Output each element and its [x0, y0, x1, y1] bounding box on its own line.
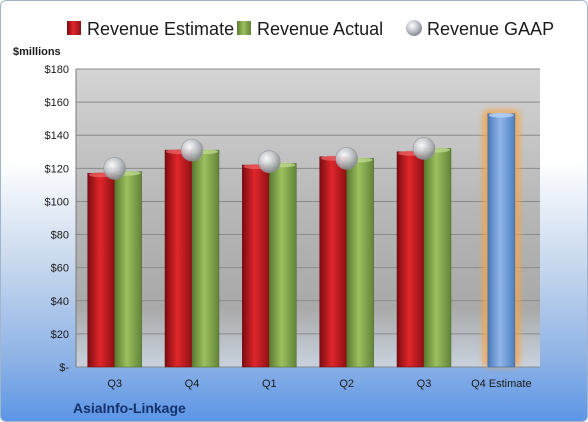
y-axis-ticks: $- $20 $40 $60 $80 $100 $120 $140 $160 $180: [45, 64, 70, 374]
bars: [87, 109, 520, 368]
y-tick-label: $60: [51, 263, 69, 275]
company-name: AsiaInfo-Linkage: [73, 400, 186, 416]
legend-swatch-revenue-estimate: [67, 21, 81, 35]
y-tick-label: $100: [45, 196, 69, 208]
bar-top-highlight: [488, 112, 514, 118]
gridlines: [75, 68, 540, 368]
y-tick-label: $160: [45, 97, 69, 109]
y-tick-label: $80: [51, 230, 69, 242]
bar-revenue-estimate: [242, 164, 270, 368]
marker-revenue-gaap: [412, 137, 436, 160]
bar-q4-estimate: [487, 113, 516, 368]
marker-revenue-gaap: [103, 157, 126, 180]
y-tick-label: $20: [51, 329, 69, 341]
y-tick-label: $-: [59, 362, 69, 374]
bar-revenue-estimate: [319, 156, 347, 368]
bar-revenue-estimate: [396, 151, 425, 368]
bar-revenue-actual: [423, 148, 452, 368]
x-tick-label: Q3: [417, 378, 432, 390]
y-tick-label: $140: [45, 130, 69, 142]
x-axis-ticks: Q3 Q4 Q1 Q2 Q3 Q4 Estimate: [107, 378, 531, 390]
bar-revenue-actual: [269, 163, 297, 368]
x-tick-label: Q4: [185, 378, 200, 390]
plot-area: [76, 69, 540, 367]
y-axis-unit-label: $millions: [13, 46, 61, 58]
legend-label-revenue-gaap: Revenue GAAP: [427, 19, 554, 39]
x-tick-label: Q4 Estimate: [471, 378, 532, 390]
legend-item-revenue-actual: Revenue Actual: [237, 19, 383, 39]
x-tick-label: Q1: [262, 378, 277, 390]
marker-revenue-gaap: [258, 150, 281, 174]
y-tick-label: $40: [51, 296, 69, 308]
bar-revenue-estimate: [164, 149, 193, 368]
y-tick-label: $120: [45, 163, 69, 175]
legend-label-revenue-estimate: Revenue Estimate: [87, 19, 234, 39]
legend-label-revenue-actual: Revenue Actual: [257, 19, 383, 39]
legend-swatch-revenue-gaap: [406, 20, 422, 36]
legend: Revenue Estimate Revenue Actual Revenue …: [67, 19, 554, 39]
marker-revenue-gaap: [180, 138, 204, 162]
y-tick-label: $180: [45, 64, 69, 76]
legend-item-revenue-gaap: Revenue GAAP: [406, 19, 554, 39]
legend-item-revenue-estimate: Revenue Estimate: [67, 19, 234, 39]
bar-revenue-estimate: [87, 173, 115, 368]
bar-revenue-actual: [114, 171, 142, 368]
marker-revenue-gaap: [335, 147, 358, 170]
x-tick-label: Q3: [107, 378, 122, 390]
legend-swatch-revenue-actual: [237, 21, 251, 35]
bar-revenue-actual: [191, 149, 220, 368]
bar-revenue-actual: [346, 158, 374, 368]
x-tick-label: Q2: [339, 378, 354, 390]
